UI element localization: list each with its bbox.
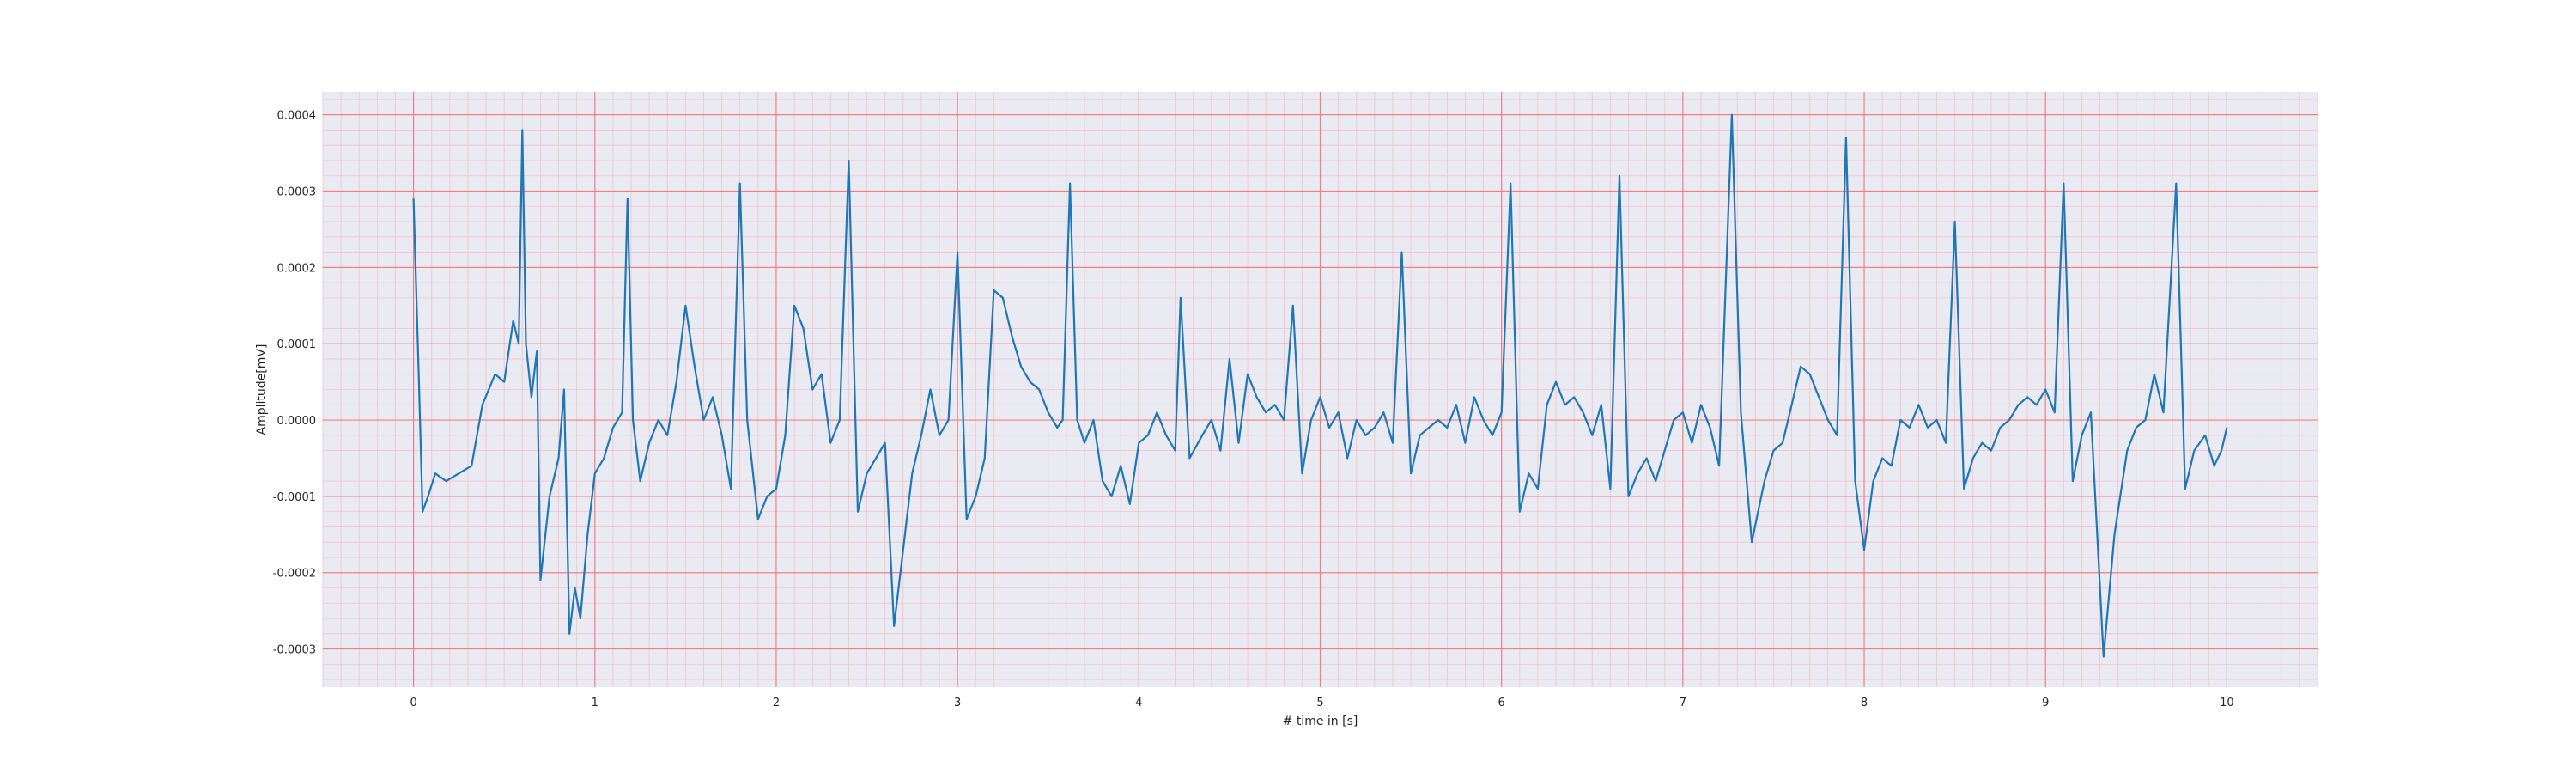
y-tick-label: 0.0000 (277, 415, 317, 428)
x-axis-label: # time in [s] (1283, 715, 1358, 728)
y-tick-label: 0.0003 (277, 186, 317, 199)
x-tick-label: 8 (1861, 697, 1868, 709)
y-tick-label: 0.0002 (277, 262, 317, 275)
y-axis-ticks: -0.0003 -0.0002 -0.0001 0.0000 0.0001 0.0002 0… (273, 110, 316, 657)
y-tick-label: -0.0003 (273, 644, 316, 657)
y-axis-label: Amplitude[mV] (255, 344, 269, 435)
x-tick-label: 4 (1135, 697, 1142, 709)
x-tick-label: 1 (592, 697, 598, 709)
x-tick-label: 2 (773, 697, 780, 709)
y-tick-label: 0.0001 (277, 338, 317, 351)
x-axis-ticks: 0 1 2 3 4 5 6 7 8 9 10 (410, 697, 2233, 709)
series-layer (412, 113, 2228, 658)
x-tick-label: 7 (1680, 697, 1686, 709)
y-tick-label: 0.0004 (277, 110, 317, 123)
x-tick-label: 6 (1498, 697, 1505, 709)
series-line-0 (412, 113, 2228, 658)
y-tick-label: -0.0002 (273, 568, 316, 581)
y-tick-label: -0.0001 (273, 491, 316, 504)
x-tick-label: 10 (2220, 697, 2234, 709)
x-tick-label: 5 (1316, 697, 1323, 709)
x-tick-label: 9 (2042, 697, 2049, 709)
x-tick-label: 3 (954, 697, 961, 709)
x-tick-label: 0 (410, 697, 416, 709)
